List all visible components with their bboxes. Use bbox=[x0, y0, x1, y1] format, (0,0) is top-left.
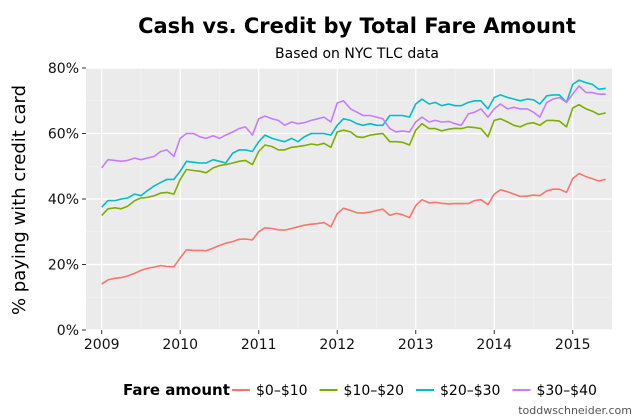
series-line-3 bbox=[101, 79, 606, 208]
x-tick-label: 2011 bbox=[241, 337, 277, 353]
x-axis-ticks: 2009 2010 2011 2012 2013 2014 2015 bbox=[84, 330, 591, 353]
y-tick-label: 80% bbox=[48, 61, 79, 77]
y-tick-label: 20% bbox=[48, 258, 79, 274]
legend-label-3: $20–$30 bbox=[440, 383, 500, 399]
chart-subtitle: Based on NYC TLC data bbox=[275, 46, 439, 62]
y-axis-ticks: 0% 20% 40% 60% 80% bbox=[48, 61, 86, 339]
credit-text: toddwschneider.com bbox=[518, 404, 632, 417]
series-line-2 bbox=[101, 103, 606, 216]
series-line-4 bbox=[101, 85, 606, 169]
series-line-1 bbox=[101, 172, 606, 285]
y-tick-label: 40% bbox=[48, 192, 79, 208]
legend-label-4: $30–$40 bbox=[536, 383, 596, 399]
legend: Fare amount $0–$10 $10–$20 $20–$30 $30–$40 bbox=[123, 381, 597, 399]
legend-title: Fare amount bbox=[123, 381, 230, 399]
x-tick-label: 2015 bbox=[555, 337, 591, 353]
chart-title: Cash vs. Credit by Total Fare Amount bbox=[138, 14, 576, 38]
y-axis-label: % paying with credit card bbox=[9, 85, 30, 315]
x-tick-label: 2010 bbox=[162, 337, 198, 353]
y-tick-label: 0% bbox=[57, 323, 79, 339]
legend-label-1: $0–$10 bbox=[256, 383, 308, 399]
y-tick-label: 60% bbox=[48, 127, 79, 143]
series-lines bbox=[101, 79, 606, 285]
x-tick-label: 2009 bbox=[84, 337, 120, 353]
x-tick-label: 2012 bbox=[319, 337, 355, 353]
legend-label-2: $10–$20 bbox=[344, 383, 404, 399]
major-gridlines bbox=[86, 67, 612, 331]
x-tick-label: 2014 bbox=[476, 337, 512, 353]
legend-items: $0–$10 $10–$20 $20–$30 $30–$40 bbox=[232, 383, 597, 399]
x-tick-label: 2013 bbox=[398, 337, 434, 353]
